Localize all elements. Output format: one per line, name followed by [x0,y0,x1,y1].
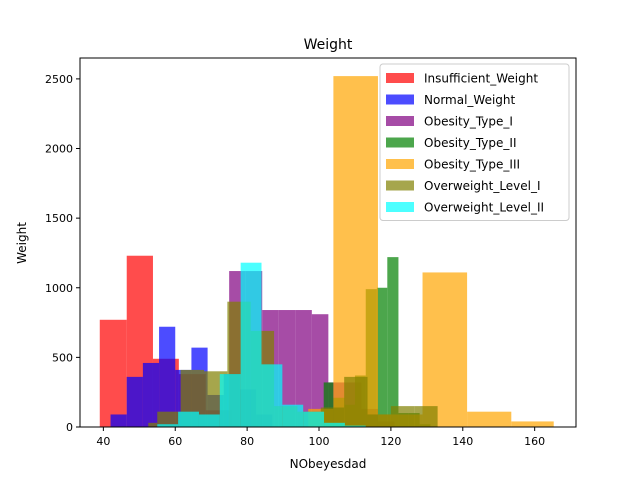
bar [157,411,181,427]
legend-swatch [386,73,414,83]
bar [278,310,296,427]
bar [148,422,158,427]
bar [320,407,345,427]
plot-area: 40 60 80 100 120 140 160 0 500 1000 1500 2000 2500 [45,57,577,448]
bar [303,411,325,427]
y-ticks: 0 500 1000 1500 2000 2500 [45,73,80,434]
y-tick-label: 1500 [45,212,73,225]
x-ticks: 40 60 80 100 120 140 160 [96,427,545,448]
bar [333,76,378,428]
legend-swatch [386,116,414,126]
bar [198,414,220,427]
bar [142,362,160,427]
x-tick-label: 40 [96,435,110,448]
bar [376,287,388,427]
legend-box [379,63,570,221]
legend-label: Overweight_Level_I [424,179,541,193]
y-tick-label: 2500 [45,73,73,86]
legend-label: Insufficient_Weight [424,72,538,86]
chart-title: Weight [304,37,353,53]
y-tick-label: 2000 [45,143,73,156]
y-tick-label: 500 [52,351,73,364]
legend-label: Obesity_Type_I [424,115,513,129]
bar [387,257,399,427]
bar [324,422,345,427]
x-tick-label: 120 [380,435,401,448]
bar [219,374,241,427]
y-axis-label: Weight [15,222,29,264]
bar [157,424,179,427]
axes-frame [79,57,577,428]
bar [178,411,199,427]
bar [323,382,334,427]
legend-swatch [386,159,414,169]
bar [344,425,366,427]
bar [240,262,262,427]
bar [414,406,438,427]
bar [126,376,143,427]
bar [99,319,127,427]
legend-swatch [386,94,414,105]
series-Overweight_Level_II [157,262,366,427]
bar [110,414,127,427]
bar [295,310,312,427]
x-tick-label: 140 [452,435,473,448]
x-tick-label: 80 [240,435,254,448]
x-tick-label: 160 [524,435,545,448]
legend-label: Normal_Weight [424,93,516,107]
legend-swatch [386,202,414,212]
x-axis-label: NObeyesdad [290,457,367,471]
x-tick-label: 100 [309,435,330,448]
bar [390,406,415,427]
bar [261,364,283,427]
bar [282,404,304,427]
legend-swatch [386,137,414,148]
bars-layer [99,76,554,428]
bar [159,326,176,427]
bar [511,421,554,427]
bar [367,414,391,427]
legend-swatch [386,180,414,191]
y-tick-label: 1000 [45,282,73,295]
legend: Insufficient_Weight Normal_Weight Obesity_… [379,63,570,221]
bar [344,376,368,427]
bar [467,411,512,427]
legend-label: Overweight_Level_II [424,201,544,215]
x-tick-label: 60 [168,435,182,448]
y-tick-label: 0 [66,421,73,434]
legend-label: Obesity_Type_III [424,158,520,172]
legend-label: Obesity_Type_II [424,136,516,150]
bar [422,272,468,427]
